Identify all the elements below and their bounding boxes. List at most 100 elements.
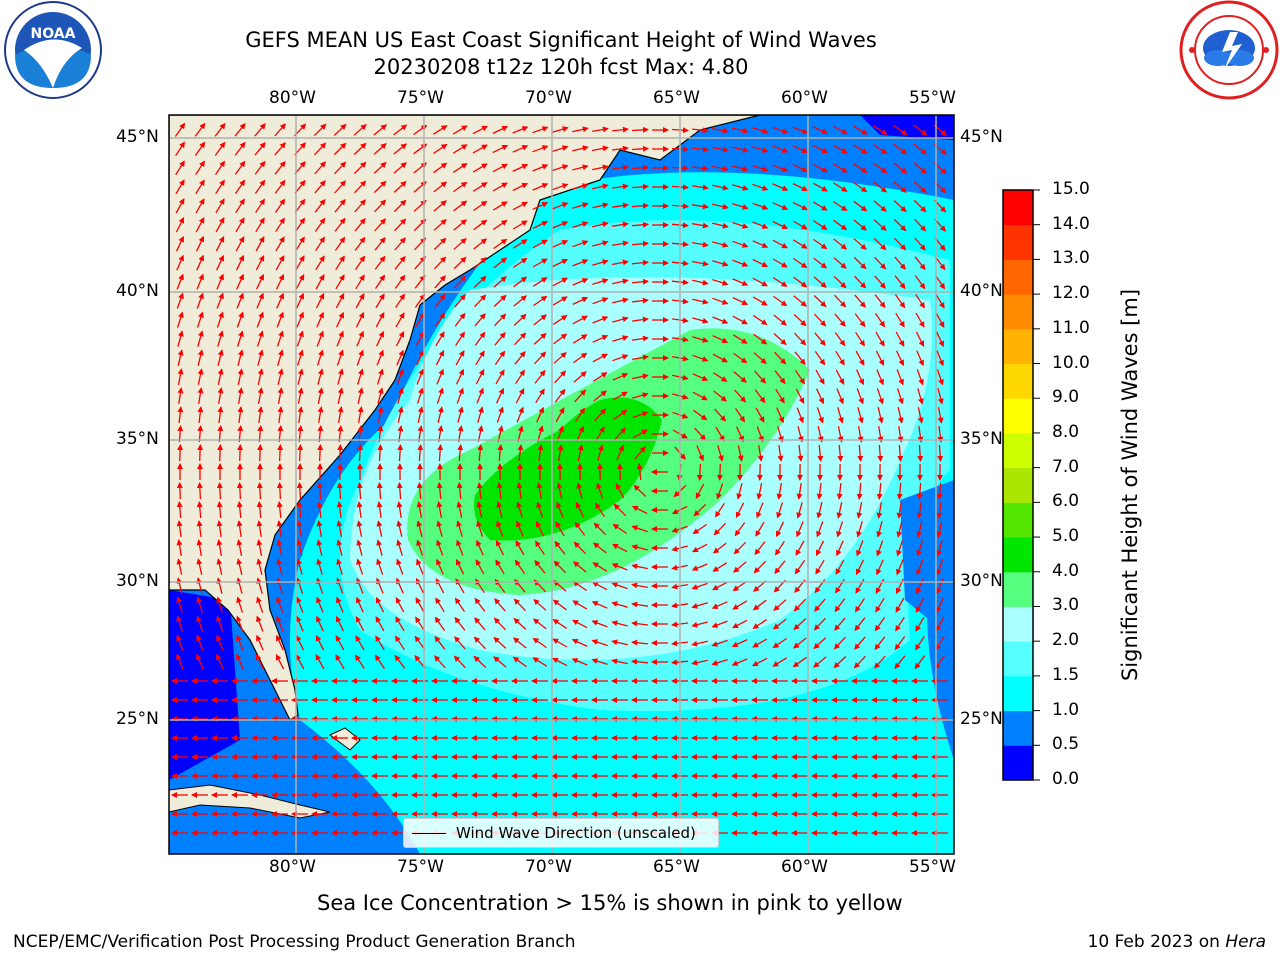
direction-arrow — [532, 126, 549, 134]
direction-arrow — [274, 142, 286, 156]
direction-arrow — [415, 331, 425, 347]
direction-arrow — [214, 141, 226, 156]
direction-arrow — [612, 316, 629, 323]
direction-arrow — [177, 330, 184, 347]
lon-label-top: 80°W — [269, 88, 316, 108]
direction-arrow — [237, 349, 244, 366]
direction-arrow — [552, 258, 569, 268]
lat-label-left: 45°N — [116, 127, 159, 147]
colorbar-tick-label: 2.0 — [1052, 630, 1080, 651]
direction-arrow — [175, 179, 185, 195]
direction-arrow — [833, 276, 847, 289]
direction-arrow — [276, 501, 283, 519]
direction-arrow — [936, 559, 944, 576]
direction-arrow — [195, 179, 205, 195]
direction-arrow — [552, 183, 569, 191]
gulf-low-band — [169, 590, 240, 780]
colorbar-tick-label: 11.0 — [1052, 317, 1090, 338]
direction-arrow — [376, 539, 383, 556]
direction-arrow — [433, 181, 448, 193]
direction-arrow — [716, 463, 723, 481]
direction-arrow — [792, 239, 808, 249]
direction-arrow — [532, 183, 549, 191]
direction-arrow — [915, 293, 925, 309]
direction-arrow — [217, 444, 224, 462]
direction-arrow — [634, 446, 646, 460]
direction-arrow — [316, 520, 323, 538]
direction-arrow — [534, 351, 547, 365]
render-date: 10 Feb 2023 on Hera — [1088, 932, 1266, 952]
direction-arrow — [314, 198, 326, 213]
direction-arrow — [216, 482, 223, 500]
direction-arrow — [713, 390, 727, 402]
direction-arrow — [457, 444, 464, 462]
direction-arrow — [357, 406, 364, 424]
direction-arrow — [376, 577, 384, 594]
direction-arrow — [795, 369, 805, 385]
direction-arrow — [395, 331, 405, 347]
direction-arrow — [893, 218, 907, 232]
direction-arrow — [495, 559, 505, 575]
direction-arrow — [314, 217, 326, 232]
direction-arrow — [692, 373, 709, 381]
direction-arrow — [514, 559, 526, 574]
direction-arrow — [316, 501, 323, 518]
direction-arrow — [396, 349, 404, 366]
direction-arrow — [916, 350, 924, 367]
direction-arrow — [196, 292, 204, 309]
direction-arrow — [812, 144, 829, 154]
direction-arrow — [537, 425, 544, 442]
direction-arrow — [474, 294, 487, 308]
direction-arrow — [356, 330, 364, 347]
direction-arrow — [276, 311, 284, 328]
direction-arrow — [336, 501, 343, 518]
direction-arrow — [195, 235, 205, 252]
direction-arrow — [215, 236, 225, 252]
direction-arrow — [917, 407, 924, 424]
direction-arrow — [596, 463, 603, 481]
direction-arrow — [276, 558, 283, 575]
direction-arrow — [756, 483, 763, 500]
direction-arrow — [555, 521, 565, 537]
direction-arrow — [693, 409, 708, 421]
direction-arrow — [393, 143, 407, 155]
direction-arrow — [573, 541, 587, 555]
direction-arrow — [472, 182, 488, 192]
direction-arrow — [772, 126, 789, 134]
direction-arrow — [276, 577, 283, 594]
direction-arrow — [416, 558, 424, 575]
direction-arrow — [257, 406, 264, 423]
direction-arrow — [717, 445, 724, 462]
direction-arrow — [794, 332, 807, 346]
direction-arrow — [733, 541, 747, 555]
direction-arrow — [812, 126, 829, 134]
legend-label: Wind Wave Direction (unscaled) — [456, 824, 696, 842]
direction-arrow — [936, 350, 944, 367]
colorbar-tick-label: 13.0 — [1052, 248, 1090, 269]
direction-arrow — [317, 444, 324, 462]
direction-arrow — [495, 369, 505, 385]
direction-arrow — [916, 559, 924, 576]
colorbar-segment — [1003, 432, 1033, 469]
direction-arrow — [633, 484, 647, 497]
direction-arrow — [572, 580, 587, 592]
direction-arrow — [874, 313, 886, 328]
direction-arrow — [756, 426, 764, 443]
direction-arrow — [276, 292, 284, 309]
direction-arrow — [873, 162, 888, 174]
direction-arrow — [896, 482, 903, 500]
direction-arrow — [893, 143, 908, 155]
direction-arrow — [692, 203, 709, 210]
direction-arrow — [257, 368, 264, 385]
direction-arrow — [896, 559, 904, 576]
direction-arrow — [257, 387, 264, 405]
lat-label-left: 35°N — [116, 429, 159, 449]
direction-arrow — [296, 577, 304, 594]
direction-arrow — [296, 501, 303, 519]
direction-arrow — [476, 482, 483, 499]
noaa-logo: NOAA — [4, 1, 102, 99]
direction-arrow — [691, 260, 709, 267]
direction-arrow — [612, 354, 629, 362]
direction-arrow — [197, 349, 204, 366]
direction-arrow — [437, 406, 444, 423]
